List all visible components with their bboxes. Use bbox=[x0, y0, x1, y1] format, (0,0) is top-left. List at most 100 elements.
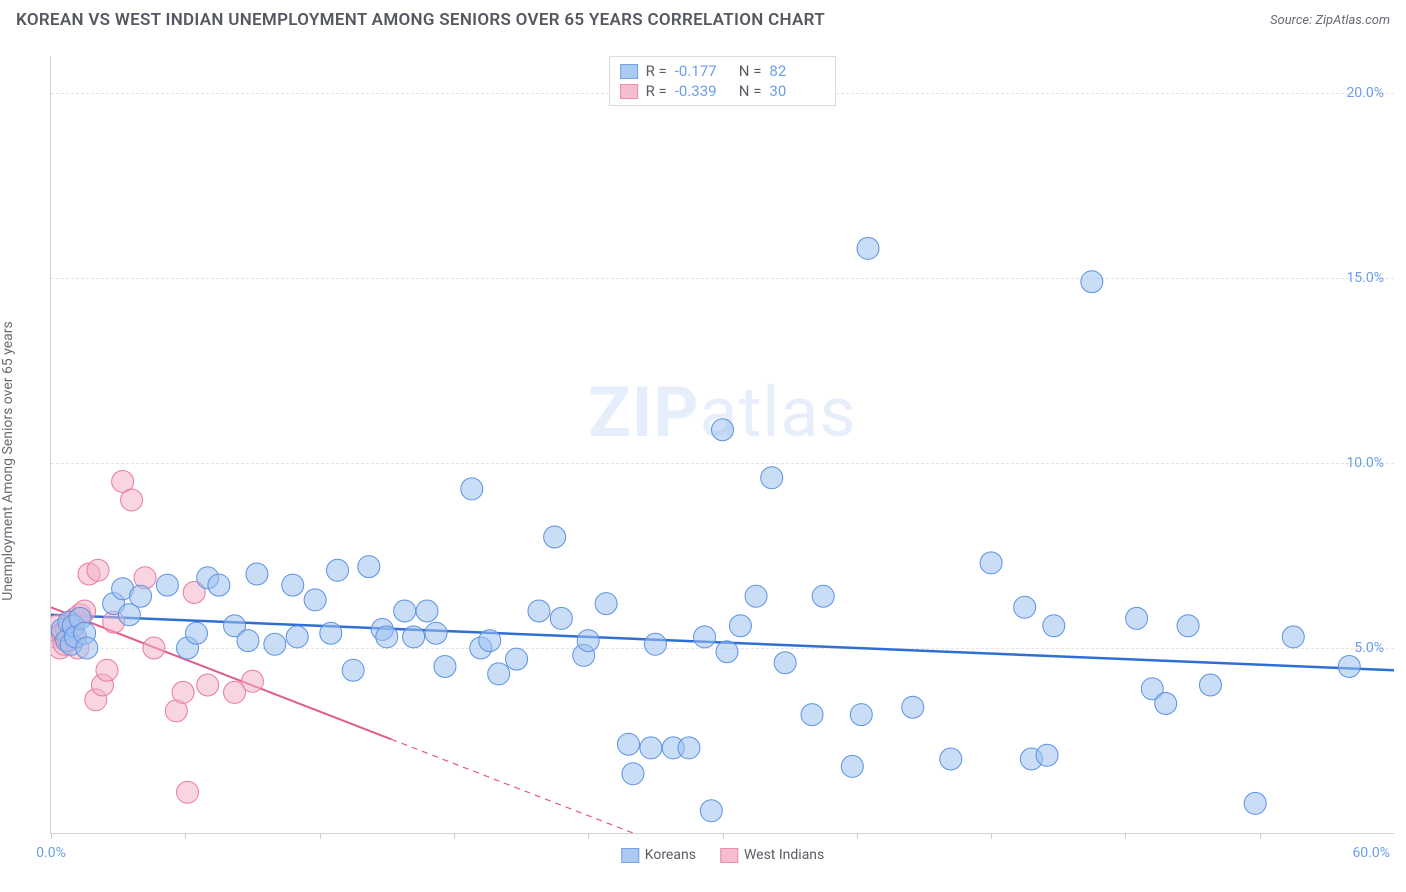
data-point bbox=[394, 600, 416, 622]
data-point bbox=[488, 663, 510, 685]
chart-title: KOREAN VS WEST INDIAN UNEMPLOYMENT AMONG… bbox=[16, 10, 825, 30]
title-bar: KOREAN VS WEST INDIAN UNEMPLOYMENT AMONG… bbox=[0, 0, 1406, 36]
stats-row-westindians: R = -0.339 N = 30 bbox=[620, 81, 826, 101]
source-value: ZipAtlas.com bbox=[1315, 13, 1390, 28]
data-point bbox=[76, 637, 98, 659]
data-point bbox=[577, 630, 599, 652]
data-point bbox=[376, 626, 398, 648]
x-tick bbox=[185, 833, 186, 839]
n-value-westindians: 30 bbox=[769, 82, 825, 100]
legend-item-westindians: West Indians bbox=[720, 847, 824, 863]
chart-container: Unemployment Among Seniors over 65 years… bbox=[0, 36, 1406, 886]
data-point bbox=[434, 656, 456, 678]
data-point bbox=[1244, 792, 1266, 814]
data-point bbox=[1081, 271, 1103, 293]
source-label: Source: bbox=[1270, 13, 1312, 28]
x-tick bbox=[857, 833, 858, 839]
data-point bbox=[1199, 674, 1221, 696]
data-point bbox=[264, 633, 286, 655]
x-tick bbox=[1260, 833, 1261, 839]
data-point bbox=[1036, 744, 1058, 766]
data-point bbox=[902, 696, 924, 718]
data-point bbox=[595, 593, 617, 615]
data-point bbox=[1177, 615, 1199, 637]
data-point bbox=[841, 755, 863, 777]
data-point bbox=[528, 600, 550, 622]
x-tick bbox=[588, 833, 589, 839]
x-tick bbox=[723, 833, 724, 839]
legend-item-koreans: Koreans bbox=[621, 847, 696, 863]
data-point bbox=[342, 659, 364, 681]
data-point bbox=[700, 800, 722, 822]
data-point bbox=[172, 681, 194, 703]
n-label: N = bbox=[739, 62, 762, 80]
y-axis-label: Unemployment Among Seniors over 65 years bbox=[0, 321, 16, 601]
scatter-svg bbox=[51, 56, 1394, 833]
data-point bbox=[712, 419, 734, 441]
data-point bbox=[940, 748, 962, 770]
data-point bbox=[1043, 615, 1065, 637]
data-point bbox=[241, 670, 263, 692]
data-point bbox=[121, 489, 143, 511]
data-point bbox=[156, 574, 178, 596]
trend-line-dashed bbox=[391, 739, 633, 833]
swatch-koreans bbox=[620, 64, 638, 79]
x-tick bbox=[991, 833, 992, 839]
data-point bbox=[617, 733, 639, 755]
data-point bbox=[694, 626, 716, 648]
data-point bbox=[622, 763, 644, 785]
x-tick bbox=[1125, 833, 1126, 839]
r-value-westindians: -0.339 bbox=[675, 82, 731, 100]
data-point bbox=[745, 585, 767, 607]
data-point bbox=[282, 574, 304, 596]
x-tick bbox=[51, 833, 52, 839]
data-point bbox=[286, 626, 308, 648]
data-point bbox=[1155, 693, 1177, 715]
data-point bbox=[246, 563, 268, 585]
data-point bbox=[479, 630, 501, 652]
x-tick bbox=[320, 833, 321, 839]
data-point bbox=[197, 674, 219, 696]
data-point bbox=[1126, 607, 1148, 629]
data-point bbox=[640, 737, 662, 759]
data-point bbox=[729, 615, 751, 637]
x-tick-label-last: 60.0% bbox=[1352, 845, 1390, 861]
data-point bbox=[327, 559, 349, 581]
data-point bbox=[208, 574, 230, 596]
data-point bbox=[801, 704, 823, 726]
data-point bbox=[425, 622, 447, 644]
plot-area: ZIPatlas R = -0.177 N = 82 R = -0.339 N … bbox=[50, 56, 1394, 834]
data-point bbox=[716, 641, 738, 663]
data-point bbox=[678, 737, 700, 759]
data-point bbox=[644, 633, 666, 655]
data-point bbox=[130, 585, 152, 607]
data-point bbox=[403, 626, 425, 648]
data-point bbox=[143, 637, 165, 659]
data-point bbox=[550, 607, 572, 629]
n-value-koreans: 82 bbox=[769, 62, 825, 80]
legend-label-koreans: Koreans bbox=[645, 847, 696, 863]
data-point bbox=[774, 652, 796, 674]
legend-label-westindians: West Indians bbox=[744, 847, 824, 863]
source-attribution: Source: ZipAtlas.com bbox=[1270, 13, 1390, 28]
data-point bbox=[416, 600, 438, 622]
data-point bbox=[506, 648, 528, 670]
data-point bbox=[980, 552, 1002, 574]
data-point bbox=[857, 237, 879, 259]
data-point bbox=[1282, 626, 1304, 648]
data-point bbox=[812, 585, 834, 607]
data-point bbox=[761, 467, 783, 489]
data-point bbox=[185, 622, 207, 644]
legend-swatch-koreans bbox=[621, 848, 639, 863]
data-point bbox=[237, 630, 259, 652]
r-label: R = bbox=[646, 82, 667, 100]
x-tick-label-first: 0.0% bbox=[36, 845, 66, 861]
data-point bbox=[461, 478, 483, 500]
series-legend: Koreans West Indians bbox=[621, 847, 825, 863]
data-point bbox=[358, 556, 380, 578]
data-point bbox=[1014, 596, 1036, 618]
data-point bbox=[1338, 656, 1360, 678]
data-point bbox=[850, 704, 872, 726]
data-point bbox=[544, 526, 566, 548]
data-point bbox=[87, 559, 109, 581]
